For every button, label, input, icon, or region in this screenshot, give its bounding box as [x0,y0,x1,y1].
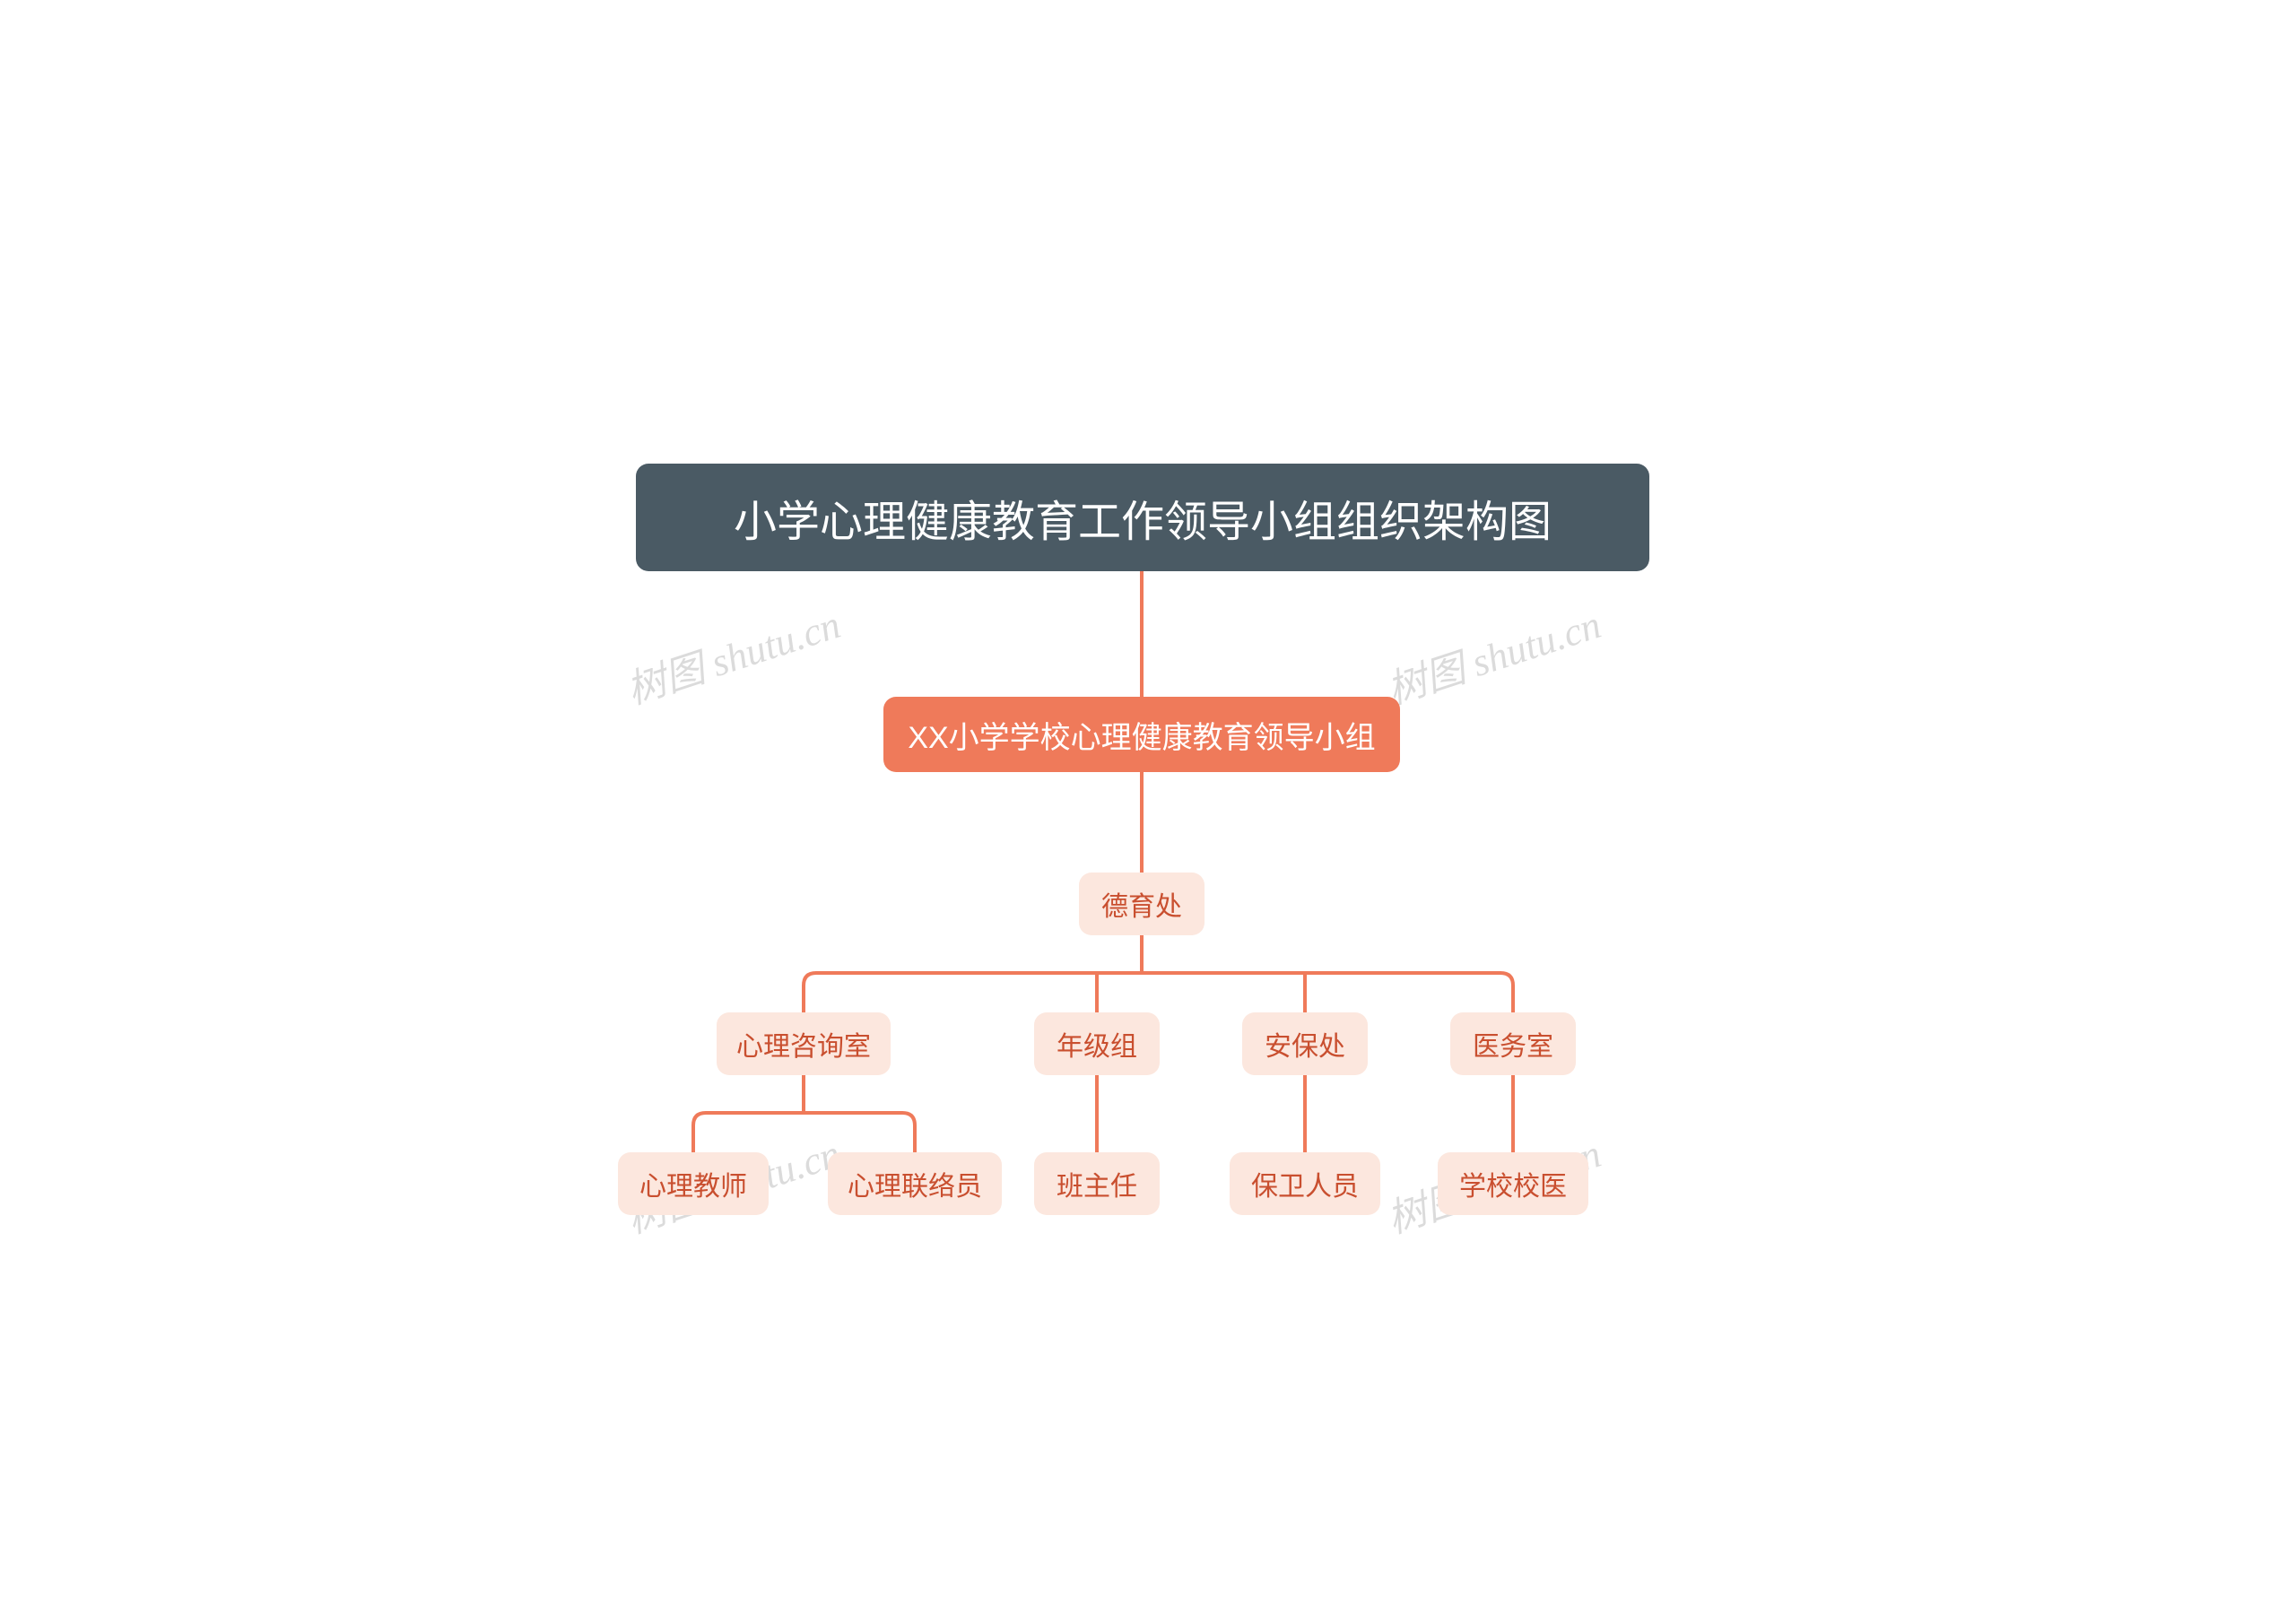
node-medical-room: 医务室 [1450,1012,1576,1075]
node-security-office: 安保处 [1242,1012,1368,1075]
org-chart-canvas: 树图 shutu.cn 树图 shutu.cn 树图 shutu.cn 树图 s… [539,374,1757,1241]
node-psych-liaison: 心理联络员 [828,1152,1002,1215]
node-grade-group: 年级组 [1034,1012,1160,1075]
node-counseling-room: 心理咨询室 [717,1012,891,1075]
node-psych-teacher: 心理教师 [618,1152,769,1215]
node-title: 小学心理健康教育工作领导小组组织架构图 [636,464,1649,571]
node-leadership-group: XX小学学校心理健康教育领导小组 [883,697,1400,772]
node-guard: 保卫人员 [1230,1152,1380,1215]
node-moral-edu-office: 德育处 [1079,873,1205,935]
node-class-teacher: 班主任 [1034,1152,1160,1215]
node-school-doctor: 学校校医 [1438,1152,1588,1215]
